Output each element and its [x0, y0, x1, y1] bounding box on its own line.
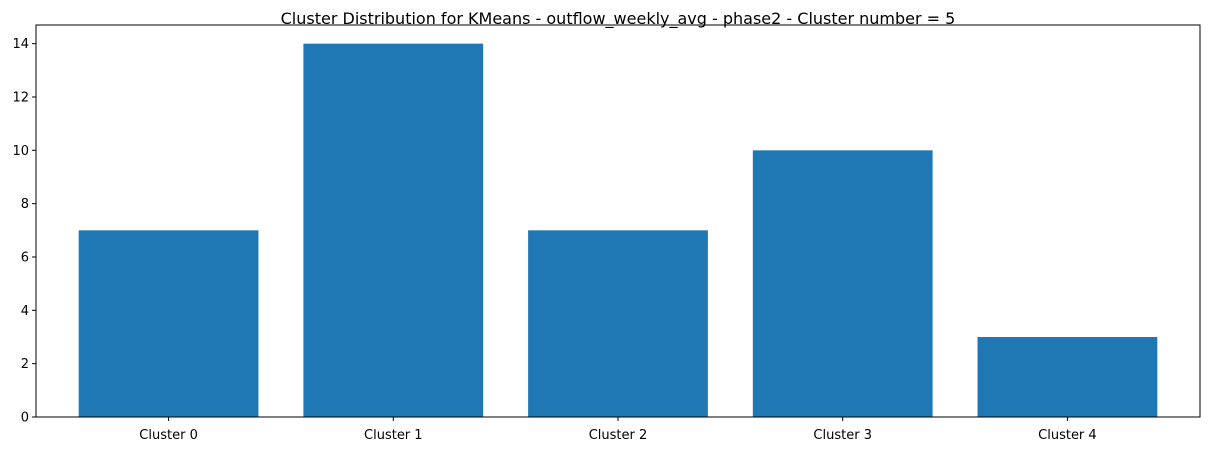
y-tick-label: 0 — [21, 411, 29, 426]
y-axis: 0 2 4 6 8 10 12 14 — [12, 37, 36, 426]
chart-title: Cluster Distribution for KMeans - outflo… — [281, 9, 956, 29]
bars-group — [78, 43, 1158, 418]
bar-cluster-2 — [528, 230, 708, 417]
bar-cluster-4 — [977, 337, 1158, 417]
y-tick-label: 12 — [12, 91, 29, 106]
y-tick-label: 8 — [21, 197, 29, 212]
bar-cluster-3 — [752, 150, 933, 418]
y-tick-label: 4 — [21, 304, 29, 319]
x-tick-label: Cluster 4 — [1038, 428, 1097, 443]
x-tick-label: Cluster 3 — [813, 428, 872, 443]
plot-frame — [35, 24, 1201, 418]
y-tick-label: 2 — [21, 357, 29, 372]
y-tick-label: 10 — [12, 144, 29, 159]
x-tick-label: Cluster 1 — [364, 428, 423, 443]
x-tick-label: Cluster 0 — [139, 428, 198, 443]
y-tick-label: 14 — [12, 37, 29, 52]
x-tick-label: Cluster 2 — [589, 428, 648, 443]
bar-cluster-0 — [78, 230, 259, 417]
bar-cluster-1 — [303, 43, 484, 418]
y-tick-label: 6 — [21, 251, 29, 266]
x-axis: Cluster 0 Cluster 1 Cluster 2 Cluster 3 Clus… — [139, 417, 1097, 443]
